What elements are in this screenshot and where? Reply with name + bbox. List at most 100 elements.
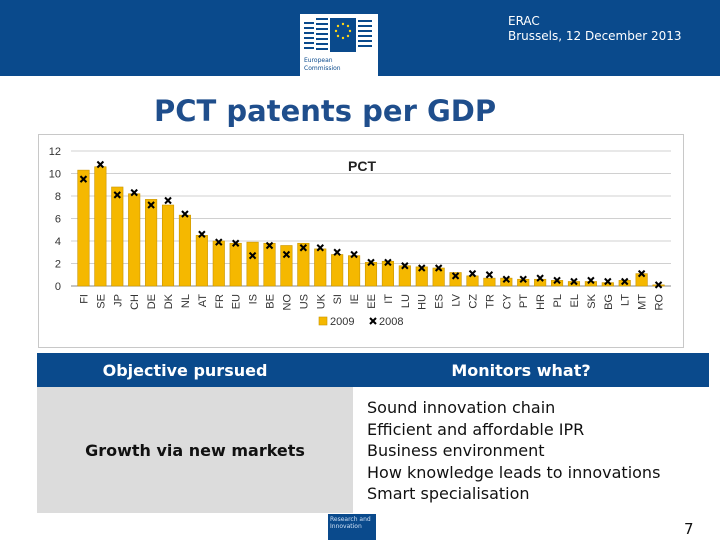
monitors-list: Sound innovation chain Efficient and aff… [367,397,660,505]
chart-panel: 0 2 4 6 8 10 12 PCT FI SE JP CH DE DK NL AT FR EU IS BE NO US… [38,134,684,348]
x-tick-label: NL [180,294,192,308]
bar-2009 [280,245,293,287]
bar-2009 [145,199,158,287]
bar-2009 [178,214,191,287]
bar-2009 [364,262,378,287]
marker-2008 [316,244,324,252]
marker-2008 [553,276,561,285]
x-tick-label: US [298,294,310,309]
bar-2009 [635,273,648,287]
page-number: 7 [684,520,694,538]
x-tick-label: HR [535,294,547,310]
x-tick-label: EE [366,294,378,309]
y-tick-label: 10 [49,169,61,181]
bar-2009 [584,281,597,287]
y-tick-label: 4 [55,236,61,248]
marker-2008 [265,241,274,250]
x-tick-label: EL [569,294,581,307]
x-tick-label: DK [163,293,175,309]
bar-2009 [534,278,547,287]
marker-2008 [502,275,511,283]
objectives-table: Objective pursued Monitors what? Growth … [37,353,709,513]
x-tick-label: TR [484,294,496,309]
chart-title: PCT [348,158,376,174]
x-tick-label: ES [434,294,446,309]
marker-2008 [418,264,426,272]
x-tick-label: PL [552,294,564,307]
marker-2008 [164,196,172,205]
marker-2008 [333,248,341,256]
x-tick-label: NO [281,294,293,311]
col-header-objective: Objective pursued [37,353,333,387]
x-tick-label: CY [501,293,513,309]
marker-2008 [384,258,392,267]
monitors-cell: Sound innovation chain Efficient and aff… [353,387,709,513]
x-tick-label: RO [654,294,666,311]
marker-2008 [519,275,527,283]
x-tick-label: DE [146,294,158,309]
x-tick-label: IS [248,294,260,304]
marker-2008 [434,264,443,272]
legend-marker-2008-b [369,317,377,325]
x-tick-label: UK [315,293,327,309]
bar-2009 [263,242,276,287]
bar-2009 [161,204,175,287]
marker-2008 [231,239,240,247]
bar-2009 [348,255,361,287]
bar-2009 [466,275,479,287]
marker-2008 [147,201,155,209]
x-tick-label: LV [451,293,463,306]
x-tick-label: BE [265,294,277,309]
legend-label-2009: 2009 [330,316,354,328]
x-tick-label: PT [518,294,530,308]
pct-bar-chart: 0 2 4 6 8 10 12 PCT FI SE JP CH DE DK NL AT FR EU IS BE NO US… [49,146,671,328]
bar-2009 [212,240,225,287]
bar-2009 [449,272,462,287]
marker-2008 [536,274,544,282]
marker-2008 [299,244,308,252]
bar-2009 [381,260,394,287]
bar-2009 [77,169,90,287]
marker-2008 [637,269,646,278]
x-tick-label: LT [620,294,632,306]
bar-2009 [195,235,208,287]
bar-2009 [398,265,411,287]
x-tick-label: JP [112,294,124,307]
bar-2009 [297,242,310,287]
y-tick-label: 0 [55,281,61,293]
header-org: ERAC [508,14,540,28]
marker-2008 [451,272,460,280]
marker-2008 [621,277,629,286]
legend-label-2008: 2008 [379,316,403,328]
marker-2008 [367,258,375,267]
monitor-item: How knowledge leads to innovations [367,462,661,482]
bar-2009 [111,186,124,287]
x-tick-label: CH [129,294,141,310]
x-tick-label: CZ [467,294,479,309]
header-meta: ERAC Brussels, 12 December 2013 [508,14,682,44]
marker-2008 [468,269,477,278]
x-tick-label: MT [637,294,649,310]
x-tick-label: HU [417,294,429,310]
bar-2009 [314,248,327,287]
header-date: Brussels, 12 December 2013 [508,29,682,43]
footer-logo-line1: Research and [330,516,371,523]
marker-2008 [215,238,223,246]
marker-2008 [587,276,595,285]
marker-2008 [401,262,409,270]
marker-2008 [282,250,291,259]
bar-2009 [483,277,496,287]
research-innovation-logo: Research and Innovation [328,514,376,540]
marker-2008 [248,251,257,260]
x-tick-label: FR [214,294,226,309]
bar-2009 [432,267,445,287]
marker-2008 [113,191,121,199]
x-tick-label: IT [383,294,395,304]
objective-cell: Growth via new markets [37,387,353,513]
logo-text-line1: European [304,57,333,64]
marker-2008 [181,210,189,218]
x-tick-label: SE [95,294,107,309]
y-tick-label: 12 [49,146,61,158]
x-tick-label: EU [231,294,243,309]
x-tick-label: SI [332,294,344,304]
